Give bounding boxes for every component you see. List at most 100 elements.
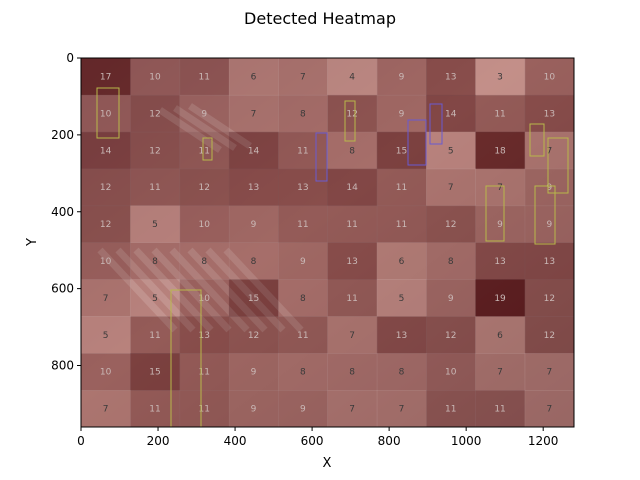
heatmap-cell	[475, 94, 526, 133]
heatmap-cell	[228, 94, 279, 133]
heatmap-cell	[130, 390, 181, 427]
heatmap-cells	[81, 58, 574, 427]
heatmap-cell	[130, 316, 181, 354]
heatmap-cell	[327, 242, 378, 280]
heatmap-cell-label: 14	[100, 146, 112, 156]
x-tick-label: 400	[224, 434, 247, 448]
heatmap-cell	[179, 316, 230, 354]
heatmap-cell-label: 11	[149, 183, 160, 193]
heatmap-cell	[327, 205, 378, 243]
heatmap-cell-label: 6	[399, 257, 405, 267]
heatmap-cell	[228, 279, 279, 317]
heatmap-cell-label: 7	[251, 109, 257, 119]
heatmap-cell	[278, 168, 328, 207]
heatmap-cell-label: 6	[251, 72, 257, 82]
heatmap-cell	[327, 168, 378, 207]
heatmap-cell-label: 13	[544, 257, 555, 267]
heatmap-cell-label: 7	[349, 405, 355, 415]
heatmap-cell-label: 8	[251, 257, 257, 267]
heatmap-cell	[376, 94, 427, 133]
heatmap-cell-label: 4	[349, 72, 355, 82]
heatmap-cell-label: 15	[149, 368, 160, 378]
heatmap-cell-label: 13	[199, 331, 210, 341]
heatmap-cell-label: 5	[448, 146, 454, 156]
heatmap-cell	[426, 205, 476, 243]
heatmap-cell	[524, 58, 574, 96]
x-axis: 0 200 400 600 800 1000 1200	[77, 427, 558, 448]
heatmap-cell	[130, 131, 181, 170]
heatmap-cell	[524, 279, 574, 317]
heatmap-cell-label: 9	[251, 368, 257, 378]
heatmap-cell-label: 8	[152, 257, 158, 267]
heatmap-cell-label: 11	[149, 405, 160, 415]
heatmap-cell	[228, 58, 279, 96]
heatmap-cell	[81, 242, 131, 280]
x-tick-label: 1000	[451, 434, 482, 448]
heatmap-cell-label: 7	[546, 368, 552, 378]
heatmap-cell	[278, 242, 328, 280]
heatmap-cell	[475, 390, 526, 427]
heatmap-cell-label: 19	[494, 294, 506, 304]
heatmap-cell	[524, 242, 574, 280]
heatmap-cell	[376, 390, 427, 427]
heatmap-cell-label: 12	[445, 331, 456, 341]
heatmap-cell	[130, 279, 181, 317]
heatmap-cell-label: 9	[300, 405, 306, 415]
heatmap-cell	[376, 131, 427, 170]
heatmap-cell-label: 9	[448, 294, 454, 304]
detection-box	[529, 123, 545, 157]
heatmap-cell	[81, 58, 131, 96]
heatmap-cell-label: 7	[300, 72, 306, 82]
heatmap-cell-label: 3	[497, 72, 503, 82]
heatmap-cell	[228, 205, 279, 243]
heatmap-cell	[475, 353, 526, 391]
heatmap-cell	[376, 168, 427, 207]
heatmap-cell	[475, 168, 526, 207]
heatmap-cell-label: 7	[546, 146, 552, 156]
heatmap-cell-labels: 17 10 11 6 7 4 9 13 3 10 10 12 9 7 8 12 9 14 11 13 14 12 11 14 1…	[100, 72, 555, 414]
y-axis: 0 200 400 600 800	[51, 51, 81, 373]
heatmap-cell	[327, 279, 378, 317]
heatmap-cell-label: 11	[297, 146, 308, 156]
heatmap-cell-label: 12	[248, 331, 259, 341]
heatmap-cell-label: 8	[448, 257, 454, 267]
heatmap-cell-label: 11	[396, 220, 407, 230]
heatmap-cell	[475, 131, 526, 170]
heatmap-cell	[475, 205, 526, 243]
heatmap-cell-label: 9	[251, 220, 257, 230]
heatmap-cell-label: 14	[346, 183, 358, 193]
heatmap-cell-label: 8	[201, 257, 207, 267]
heatmap-cell	[475, 316, 526, 354]
heatmap-cell	[81, 94, 131, 133]
heatmap-cell	[81, 279, 131, 317]
y-tick-label: 200	[51, 128, 74, 142]
detection-box	[429, 103, 443, 145]
heatmap-cell-label: 9	[251, 405, 257, 415]
heatmap-cell	[327, 131, 378, 170]
heatmap-cell-label: 8	[349, 368, 355, 378]
heatmap-cell-label: 5	[399, 294, 405, 304]
heatmap-cell-label: 12	[100, 183, 111, 193]
heatmap-cell	[130, 58, 181, 96]
heatmap-cell-label: 7	[349, 331, 355, 341]
heatmap-cell-label: 12	[199, 183, 210, 193]
x-tick-label: 600	[301, 434, 324, 448]
heatmap-cell	[426, 279, 476, 317]
heatmap-cell-label: 18	[494, 146, 506, 156]
heatmap-cell-label: 9	[300, 257, 306, 267]
heatmap-cell	[179, 279, 230, 317]
heatmap-cell-label: 11	[297, 220, 308, 230]
detection-boxes	[96, 87, 569, 427]
heatmap-cell-label: 9	[497, 220, 503, 230]
heatmap-cell-label: 14	[445, 109, 457, 119]
heatmap-cell-label: 15	[248, 294, 259, 304]
chart-title: Detected Heatmap	[244, 9, 396, 28]
heatmap-cell-label: 6	[497, 331, 503, 341]
heatmap-cell-label: 12	[544, 294, 555, 304]
detection-box	[534, 185, 556, 245]
heatmap-cell	[81, 316, 131, 354]
heatmap-cell-label: 13	[248, 183, 259, 193]
heatmap-cell-label: 11	[199, 146, 210, 156]
heatmap-cell	[327, 390, 378, 427]
